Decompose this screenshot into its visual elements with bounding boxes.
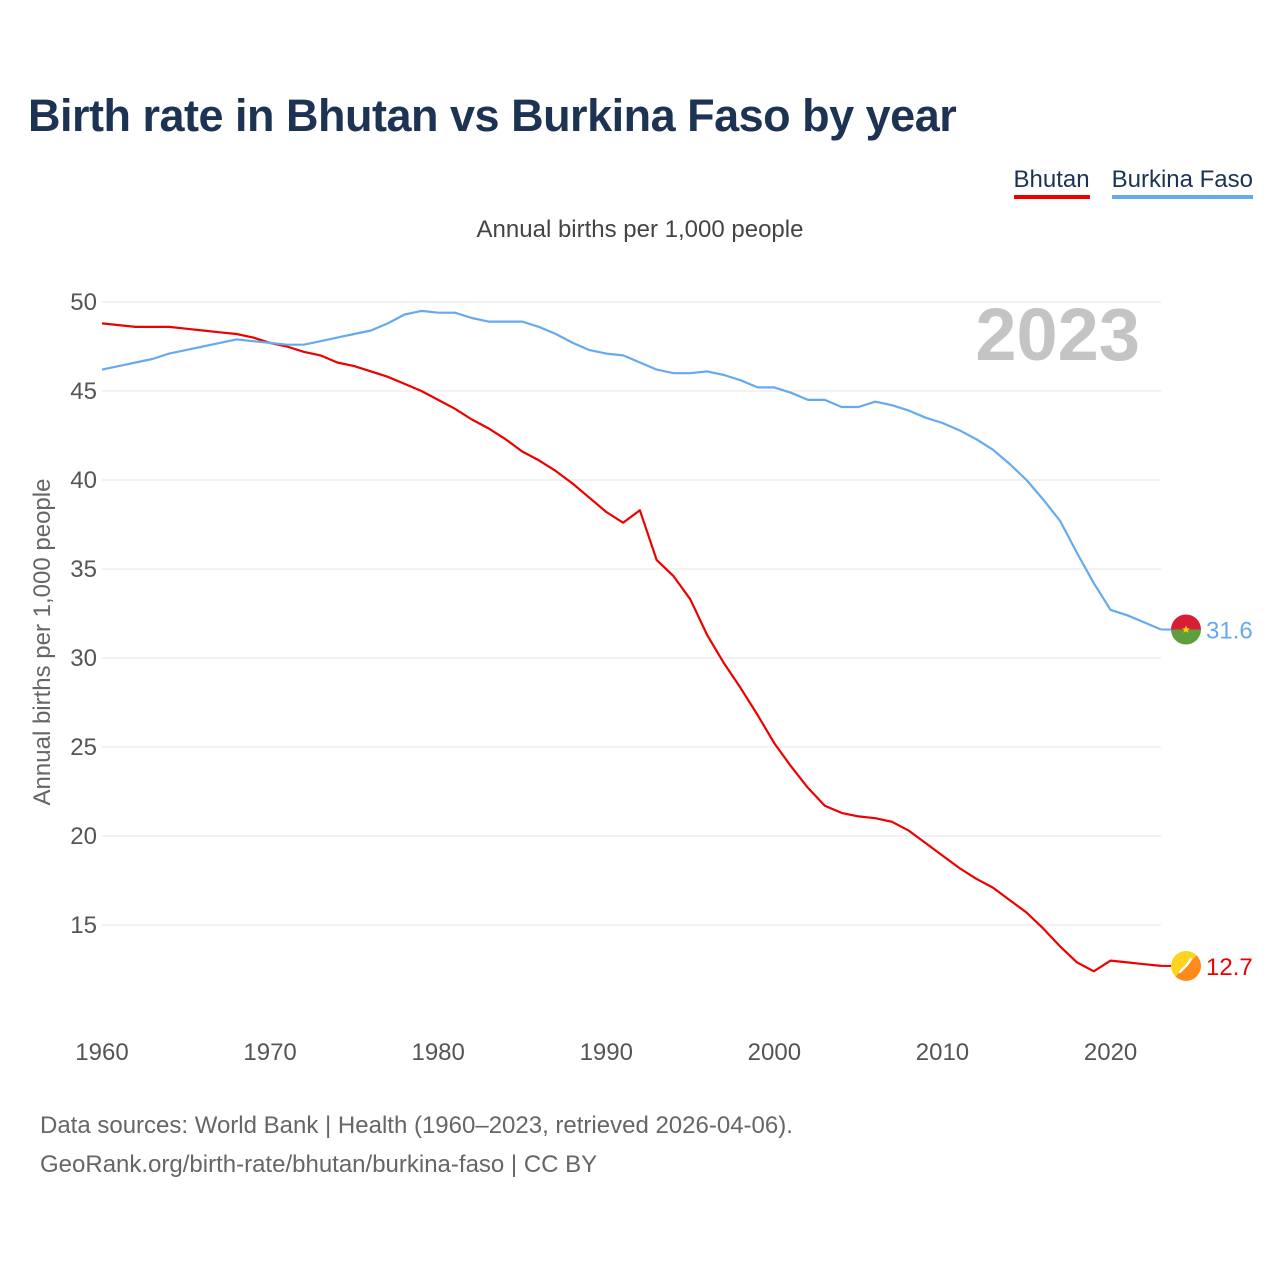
- x-tick-label: 2000: [748, 1039, 801, 1066]
- bhutan-flag-icon: [1171, 950, 1201, 981]
- flag-band-red: [1171, 614, 1201, 630]
- x-tick-label: 1970: [243, 1039, 296, 1066]
- series-line-burkina-faso: [101, 309, 1162, 631]
- burkina-faso-flag-icon: [1171, 614, 1201, 645]
- chart-title: Birth rate in Bhutan vs Burkina Faso by …: [28, 90, 957, 141]
- source-line-1: Data sources: World Bank | Health (1960–…: [40, 1112, 793, 1139]
- y-tick-label: 30: [70, 645, 97, 672]
- y-axis-label: Annual births per 1,000 people: [29, 479, 56, 806]
- legend: Bhutan Burkina Faso: [1013, 166, 1253, 199]
- x-tick-label: 1960: [75, 1039, 128, 1066]
- y-tick-label: 40: [70, 467, 97, 494]
- year-watermark: 2023: [975, 293, 1140, 376]
- y-tick-label: 50: [70, 289, 97, 316]
- y-tick-label: 25: [70, 734, 97, 761]
- flag-band-green: [1171, 629, 1201, 645]
- end-value-label-burkina-faso: 31.6: [1206, 618, 1253, 645]
- x-tick-label: 1990: [580, 1039, 633, 1066]
- y-tick-label: 45: [70, 378, 97, 405]
- flag-dragon: [1178, 957, 1193, 974]
- series-line-bhutan: [101, 322, 1162, 973]
- line-chart: 15 20 25 30 35 40 45 50 1960 1970 1980 1990 2000 201…: [29, 289, 1253, 1066]
- legend-item-bhutan[interactable]: Bhutan: [1013, 166, 1090, 199]
- source-line-2[interactable]: GeoRank.org/birth-rate/bhutan/burkina-fa…: [40, 1151, 598, 1178]
- x-tick-label: 2020: [1084, 1039, 1137, 1066]
- legend-item-burkina-faso[interactable]: Burkina Faso: [1111, 166, 1253, 199]
- x-tick-label: 1980: [411, 1039, 464, 1066]
- flag-star: [1182, 625, 1190, 633]
- source-note: Data sources: World Bank | Health (1960–…: [40, 1106, 793, 1184]
- end-value-label-bhutan: 12.7: [1206, 954, 1253, 981]
- y-tick-label: 20: [70, 823, 97, 850]
- y-tick-label: 35: [70, 556, 97, 583]
- x-tick-label: 2010: [916, 1039, 969, 1066]
- y-tick-label: 15: [70, 912, 97, 939]
- chart-subtitle: Annual births per 1,000 people: [476, 216, 804, 243]
